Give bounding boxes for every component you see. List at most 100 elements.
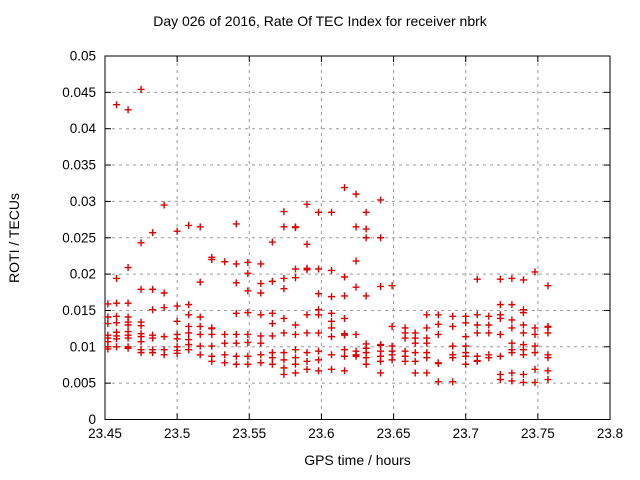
data-point-marker [519, 329, 527, 337]
data-point-marker [462, 312, 470, 320]
data-point-marker [362, 234, 370, 242]
data-point-marker [508, 377, 516, 385]
data-point-marker [160, 351, 168, 359]
data-point-marker [434, 330, 442, 338]
data-point-marker [352, 223, 360, 231]
data-point-marker [473, 329, 481, 337]
data-point-marker [388, 322, 396, 330]
data-point-marker [531, 324, 539, 332]
data-point-marker [291, 265, 299, 273]
data-point-marker [244, 287, 252, 295]
data-point-marker [328, 266, 336, 274]
data-point-marker [462, 360, 470, 368]
x-tick-label: 23.65 [377, 426, 411, 441]
data-point-marker [544, 354, 552, 362]
data-point-marker [196, 342, 204, 350]
data-point-marker [185, 346, 193, 354]
data-point-marker [401, 334, 409, 342]
data-point-marker [221, 359, 229, 367]
data-point-marker [508, 301, 516, 309]
data-point-marker [280, 356, 288, 364]
x-axis-title: GPS time / hours [304, 452, 411, 468]
data-point-marker [291, 321, 299, 329]
x-tick-label: 23.6 [308, 426, 334, 441]
data-point-marker [508, 339, 516, 347]
data-point-marker [341, 314, 349, 322]
data-point-marker [208, 357, 216, 365]
data-point-marker [113, 101, 121, 109]
data-point-marker [303, 365, 311, 373]
data-point-marker [352, 330, 360, 338]
data-point-marker [257, 351, 265, 359]
data-point-marker [315, 329, 323, 337]
data-point-marker [362, 354, 370, 362]
data-point-marker [519, 370, 527, 378]
data-point-marker [328, 317, 336, 325]
data-point-marker [244, 258, 252, 266]
data-point-marker [303, 357, 311, 365]
y-tick-label: 0.025 [62, 230, 96, 245]
data-point-marker [280, 349, 288, 357]
data-point-marker [531, 330, 539, 338]
y-tick-label: 0.005 [62, 376, 96, 391]
data-point-marker [485, 312, 493, 320]
data-point-marker [377, 369, 385, 377]
data-point-marker [124, 299, 132, 307]
data-point-marker [232, 330, 240, 338]
data-point-marker [411, 339, 419, 347]
data-point-marker [268, 354, 276, 362]
data-point-marker [160, 289, 168, 297]
data-point-marker [519, 321, 527, 329]
data-point-marker [462, 333, 470, 341]
data-point-marker [519, 378, 527, 386]
data-point-marker [280, 274, 288, 282]
data-point-marker [124, 344, 132, 352]
data-point-marker [244, 360, 252, 368]
data-point-marker [315, 347, 323, 355]
x-tick-label: 23.8 [597, 426, 623, 441]
data-point-marker [196, 330, 204, 338]
data-point-marker [185, 329, 193, 337]
data-point-marker [496, 301, 504, 309]
data-point-marker [341, 331, 349, 339]
data-point-marker [496, 314, 504, 322]
y-tick-label: 0.04 [70, 121, 97, 136]
data-point-marker [485, 354, 493, 362]
data-point-marker [257, 311, 265, 319]
data-point-marker [508, 274, 516, 282]
data-point-marker [519, 351, 527, 359]
data-point-marker [303, 311, 311, 319]
data-point-marker [196, 223, 204, 231]
data-point-marker [315, 367, 323, 375]
data-point-marker [411, 357, 419, 365]
y-tick-label: 0.05 [70, 49, 96, 64]
data-point-marker [485, 321, 493, 329]
data-point-marker [196, 351, 204, 359]
data-point-marker [341, 352, 349, 360]
data-point-marker [401, 357, 409, 365]
data-point-marker [341, 273, 349, 281]
x-tick-label: 23.7 [453, 426, 479, 441]
data-point-marker [519, 276, 527, 284]
data-point-marker [104, 313, 112, 321]
data-point-marker [388, 282, 396, 290]
data-point-marker [185, 301, 193, 309]
data-point-marker [328, 365, 336, 373]
data-point-marker [423, 369, 431, 377]
data-point-marker [462, 342, 470, 350]
data-point-marker [434, 311, 442, 319]
data-point-marker [328, 293, 336, 301]
data-point-marker [160, 333, 168, 341]
data-point-marker [449, 342, 457, 350]
data-point-marker [462, 319, 470, 327]
data-point-marker [352, 190, 360, 198]
data-point-marker [173, 227, 181, 235]
data-point-marker [388, 356, 396, 364]
data-point-marker [268, 238, 276, 246]
data-point-marker [496, 376, 504, 384]
data-point-marker [362, 208, 370, 216]
y-tick-label: 0.045 [62, 85, 96, 100]
data-point-marker [377, 357, 385, 365]
data-point-marker [341, 346, 349, 354]
